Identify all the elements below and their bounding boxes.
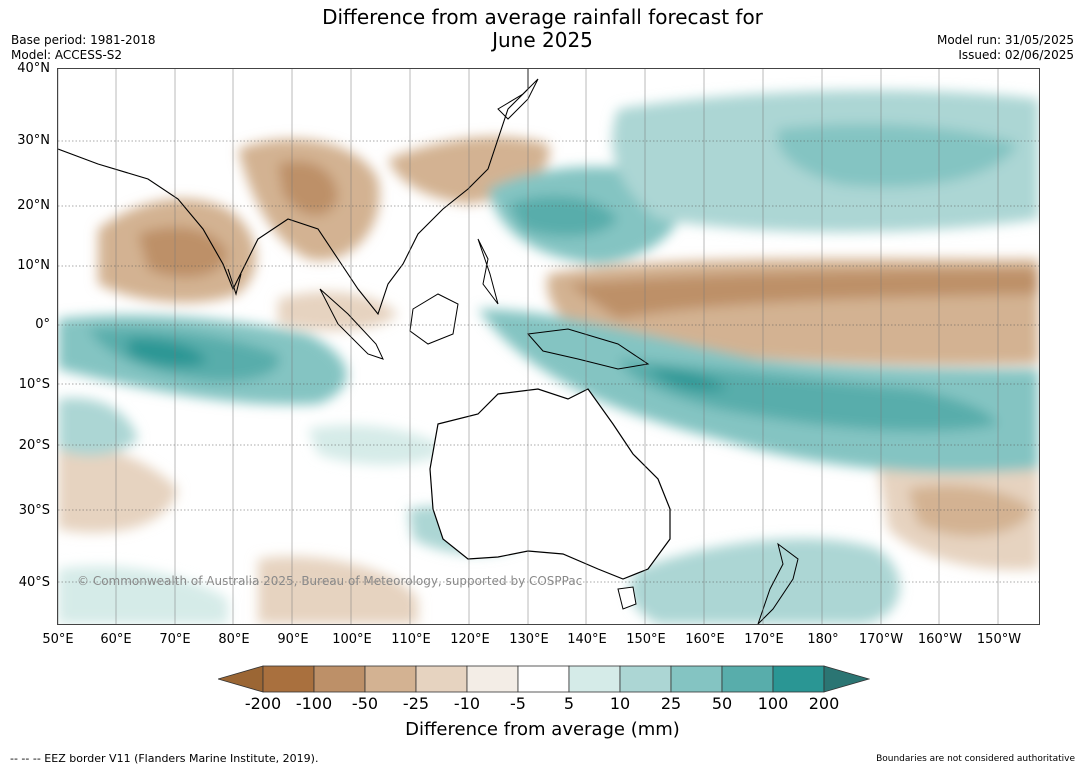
colorbar-tick: -10 (453, 694, 481, 713)
colorbar-bin (772, 665, 825, 693)
lon-label-120e: 120°E (450, 632, 490, 647)
lat-label-10s: 10°S (18, 377, 50, 392)
japan-outline (497, 78, 539, 120)
model-name: Model: ACCESS-S2 (11, 48, 123, 62)
tasmania-outline (617, 586, 637, 610)
lon-label-180: 180° (807, 632, 839, 647)
rainfall-anomaly-map (57, 68, 1040, 625)
lat-label-20n: 20°N (17, 198, 50, 213)
colorbar-tick: 25 (660, 694, 682, 713)
lon-label-80e: 80°E (218, 632, 250, 647)
lat-label-20s: 20°S (18, 438, 50, 453)
lat-label-30n: 30°N (17, 133, 50, 148)
lat-label-40n: 40°N (17, 61, 50, 76)
lon-label-150w: 150°W (976, 632, 1022, 647)
lat-label-40s: 40°S (18, 575, 50, 590)
boundaries-disclaimer: Boundaries are not considered authoritat… (876, 754, 1075, 764)
colorbar-label: Difference from average (mm) (405, 719, 680, 740)
colorbar-bin (619, 665, 672, 693)
new-zealand-outline (757, 542, 799, 624)
colorbar (218, 665, 870, 693)
graticule (58, 140, 1039, 583)
india-tip (227, 268, 242, 296)
australia-outline (429, 388, 671, 580)
lon-label-160e: 160°E (685, 632, 725, 647)
issued-date: Issued: 02/06/2025 (958, 48, 1074, 62)
lon-label-160w: 160°W (917, 632, 963, 647)
colorbar-bin (670, 665, 723, 693)
lon-label-140e: 140°E (567, 632, 607, 647)
colorbar-bin (517, 665, 570, 693)
lon-label-100e: 100°E (332, 632, 372, 647)
lon-label-170e: 170°E (744, 632, 784, 647)
lon-label-170w: 170°W (858, 632, 904, 647)
colorbar-tick: -200 (244, 694, 282, 713)
colorbar-tick: -5 (510, 694, 526, 713)
lat-label-0: 0° (35, 317, 50, 332)
philippines-outline (477, 238, 499, 305)
map-title-line1: Difference from average rainfall forecas… (322, 5, 763, 29)
colorbar-bin (313, 665, 366, 693)
eez-note: -- -- -- EEZ border V11 (Flanders Marine… (10, 752, 319, 765)
sumatra-outline (319, 288, 384, 360)
colorbar-tick: 50 (711, 694, 733, 713)
colorbar-tick: -25 (402, 694, 430, 713)
colorbar-tick: -50 (351, 694, 379, 713)
lon-label-130e: 130°E (509, 632, 549, 647)
new-guinea-outline (526, 328, 650, 370)
colorbar-bin (721, 665, 774, 693)
colorbar-bin (415, 665, 468, 693)
colorbar-tick: 100 (757, 694, 789, 713)
colorbar-tick: 200 (808, 694, 840, 713)
lon-label-60e: 60°E (100, 632, 132, 647)
map-canvas (58, 69, 1039, 624)
colorbar-tick: 5 (563, 694, 575, 713)
colorbar-bin (262, 665, 315, 693)
lon-label-150e: 150°E (626, 632, 666, 647)
lat-label-10n: 10°N (17, 258, 50, 273)
colorbar-bin (568, 665, 621, 693)
colorbar-min-arrow (218, 665, 264, 693)
model-run: Model run: 31/05/2025 (936, 33, 1074, 47)
lat-label-30s: 30°S (18, 503, 50, 518)
colorbar-tick: -100 (295, 694, 333, 713)
lon-label-90e: 90°E (277, 632, 309, 647)
map-title-line2: June 2025 (492, 28, 593, 52)
colorbar-bin (466, 665, 519, 693)
lon-label-70e: 70°E (159, 632, 191, 647)
meridians (58, 69, 999, 624)
colorbar-tick: 10 (609, 694, 631, 713)
lon-label-50e: 50°E (42, 632, 74, 647)
base-period: Base period: 1981-2018 (11, 33, 156, 47)
colorbar-bin (364, 665, 417, 693)
copyright-notice: © Commonwealth of Australia 2025, Bureau… (77, 574, 583, 588)
colorbar-max-arrow (823, 665, 870, 693)
asia-outline (58, 69, 529, 316)
lon-label-110e: 110°E (391, 632, 431, 647)
